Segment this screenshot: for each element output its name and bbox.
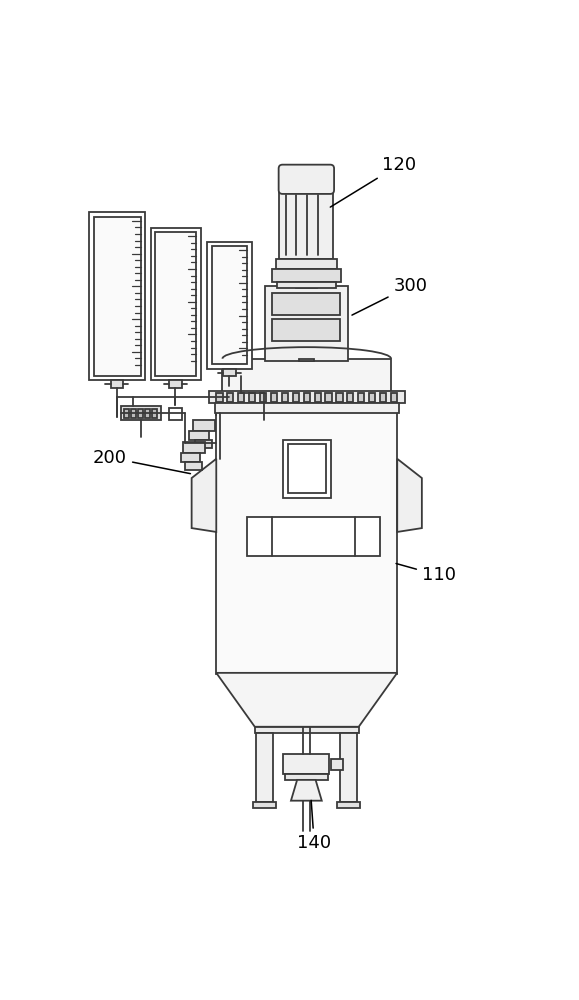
Bar [183,442,205,453]
Bar [222,359,391,401]
Bar [340,733,357,802]
Bar [111,380,123,388]
Text: 110: 110 [396,563,456,584]
Bar [272,269,341,282]
Bar [185,462,201,470]
Polygon shape [291,780,322,801]
Bar [217,401,397,674]
Bar [215,403,399,413]
Bar [325,393,332,402]
Bar [152,409,157,418]
Bar [276,259,337,269]
Text: 300: 300 [352,277,427,315]
Bar [138,409,143,418]
Bar [169,408,182,420]
Bar [193,420,215,431]
Bar [181,453,200,462]
Polygon shape [397,459,422,532]
Bar [369,393,375,402]
Bar [145,409,150,418]
Bar [331,759,343,770]
FancyBboxPatch shape [278,165,334,194]
Text: 140: 140 [297,800,331,852]
Bar [260,393,266,402]
Bar [217,393,222,402]
Bar [336,393,343,402]
Bar [189,431,208,440]
Bar [273,319,340,341]
Bar [314,393,321,402]
Bar [380,393,386,402]
Bar [283,440,331,498]
Bar [280,269,334,280]
Bar [124,409,129,418]
Bar [299,359,314,361]
Bar [207,242,252,369]
Bar [151,228,201,380]
Bar [121,406,161,420]
Bar [337,802,360,808]
Bar [282,393,288,402]
Polygon shape [217,673,397,727]
Bar [169,380,182,388]
Bar [296,274,317,288]
Bar [273,293,340,315]
Bar [212,246,247,364]
Bar [288,444,327,493]
Text: 120: 120 [330,156,416,207]
Bar [256,733,273,802]
Bar [89,212,145,380]
Bar [155,232,196,376]
Bar [228,393,233,402]
Bar [283,754,329,774]
Bar [277,282,336,288]
Bar [223,369,236,376]
Bar [247,517,379,556]
Bar [347,393,353,402]
Bar [280,189,334,259]
Bar [255,727,359,733]
Bar [208,391,405,403]
Bar [285,774,328,780]
Polygon shape [192,459,217,532]
Text: 200: 200 [93,449,190,474]
Bar [131,409,136,418]
Bar [94,217,141,376]
Bar [358,393,364,402]
Bar [265,286,348,361]
Bar [303,393,310,402]
Bar [391,393,397,402]
Bar [238,393,244,402]
Bar [253,802,276,808]
Bar [293,393,299,402]
Bar [249,393,255,402]
Bar [271,393,277,402]
Bar [196,440,212,448]
